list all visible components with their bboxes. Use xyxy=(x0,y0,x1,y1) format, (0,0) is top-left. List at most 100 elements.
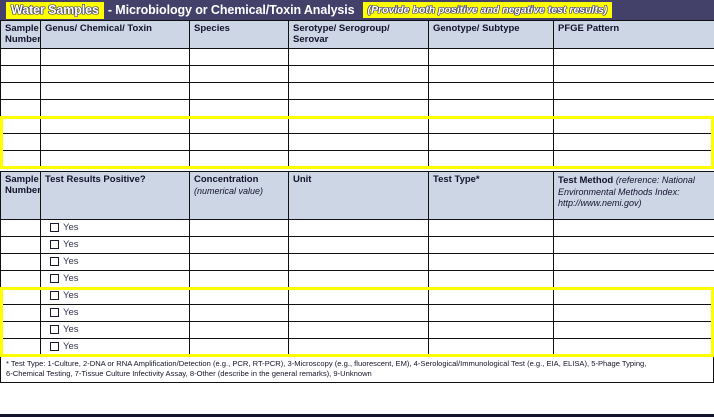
cell-test-type[interactable] xyxy=(428,338,554,356)
cell-pfge-pattern[interactable] xyxy=(553,65,714,83)
cell-sample-number[interactable] xyxy=(0,133,41,151)
cell-test-type[interactable] xyxy=(428,270,554,288)
cell-genus-chemical-toxin[interactable] xyxy=(40,82,190,100)
cell-serotype[interactable] xyxy=(288,116,429,134)
cell-sample-number[interactable] xyxy=(0,270,41,288)
cell-test-method[interactable] xyxy=(553,253,714,271)
cell-test-method[interactable] xyxy=(553,338,714,356)
cell-sample-number[interactable] xyxy=(0,253,41,271)
checkbox-icon[interactable] xyxy=(50,325,59,334)
cell-unit[interactable] xyxy=(288,321,429,339)
cell-genotype[interactable] xyxy=(428,116,554,134)
cell-sample-number[interactable] xyxy=(0,287,41,305)
cell-concentration[interactable] xyxy=(189,338,289,356)
cell-species[interactable] xyxy=(189,133,289,151)
cell-unit[interactable] xyxy=(288,304,429,322)
positive-checkbox-row[interactable]: Yes xyxy=(41,254,189,267)
checkbox-icon[interactable] xyxy=(50,274,59,283)
cell-pfge-pattern[interactable] xyxy=(553,150,714,168)
checkbox-icon[interactable] xyxy=(50,240,59,249)
cell-test-method[interactable] xyxy=(553,270,714,288)
cell-concentration[interactable] xyxy=(189,253,289,271)
cell-test-type[interactable] xyxy=(428,236,554,254)
cell-sample-number[interactable] xyxy=(0,116,41,134)
cell-test-method[interactable] xyxy=(553,287,714,305)
cell-concentration[interactable] xyxy=(189,219,289,237)
positive-checkbox-row[interactable]: Yes xyxy=(41,322,189,335)
cell-sample-number[interactable] xyxy=(0,236,41,254)
cell-genotype[interactable] xyxy=(428,133,554,151)
cell-species[interactable] xyxy=(189,116,289,134)
cell-species[interactable] xyxy=(189,99,289,117)
cell-genus-chemical-toxin[interactable] xyxy=(40,116,190,134)
cell-sample-number[interactable] xyxy=(0,65,41,83)
cell-test-method[interactable] xyxy=(553,236,714,254)
cell-test-type[interactable] xyxy=(428,253,554,271)
cell-unit[interactable] xyxy=(288,219,429,237)
cell-serotype[interactable] xyxy=(288,133,429,151)
cell-test-method[interactable] xyxy=(553,219,714,237)
cell-genus-chemical-toxin[interactable] xyxy=(40,133,190,151)
cell-serotype[interactable] xyxy=(288,48,429,66)
cell-species[interactable] xyxy=(189,150,289,168)
cell-genus-chemical-toxin[interactable] xyxy=(40,150,190,168)
cell-concentration[interactable] xyxy=(189,236,289,254)
cell-species[interactable] xyxy=(189,82,289,100)
cell-unit[interactable] xyxy=(288,236,429,254)
cell-pfge-pattern[interactable] xyxy=(553,133,714,151)
cell-sample-number[interactable] xyxy=(0,338,41,356)
cell-serotype[interactable] xyxy=(288,99,429,117)
checkbox-icon[interactable] xyxy=(50,342,59,351)
cell-sample-number[interactable] xyxy=(0,321,41,339)
cell-unit[interactable] xyxy=(288,253,429,271)
cell-genotype[interactable] xyxy=(428,48,554,66)
cell-concentration[interactable] xyxy=(189,287,289,305)
cell-pfge-pattern[interactable] xyxy=(553,99,714,117)
cell-genus-chemical-toxin[interactable] xyxy=(40,48,190,66)
table-row: Yes xyxy=(0,253,714,271)
cell-genotype[interactable] xyxy=(428,65,554,83)
positive-checkbox-row[interactable]: Yes xyxy=(41,305,189,318)
cell-test-method[interactable] xyxy=(553,304,714,322)
cell-sample-number[interactable] xyxy=(0,82,41,100)
cell-test-type[interactable] xyxy=(428,304,554,322)
positive-checkbox-row[interactable]: Yes xyxy=(41,339,189,352)
checkbox-icon[interactable] xyxy=(50,291,59,300)
cell-pfge-pattern[interactable] xyxy=(553,48,714,66)
cell-serotype[interactable] xyxy=(288,65,429,83)
cell-genus-chemical-toxin[interactable] xyxy=(40,65,190,83)
checkbox-icon[interactable] xyxy=(50,257,59,266)
cell-sample-number[interactable] xyxy=(0,150,41,168)
cell-genus-chemical-toxin[interactable] xyxy=(40,99,190,117)
cell-concentration[interactable] xyxy=(189,304,289,322)
cell-concentration[interactable] xyxy=(189,321,289,339)
cell-sample-number[interactable] xyxy=(0,219,41,237)
cell-species[interactable] xyxy=(189,48,289,66)
table-row: Yes xyxy=(0,321,714,339)
checkbox-icon[interactable] xyxy=(50,223,59,232)
cell-pfge-pattern[interactable] xyxy=(553,82,714,100)
cell-pfge-pattern[interactable] xyxy=(553,116,714,134)
cell-genotype[interactable] xyxy=(428,150,554,168)
positive-checkbox-row[interactable]: Yes xyxy=(41,237,189,250)
cell-test-type[interactable] xyxy=(428,219,554,237)
cell-unit[interactable] xyxy=(288,338,429,356)
cell-sample-number[interactable] xyxy=(0,48,41,66)
cell-sample-number[interactable] xyxy=(0,304,41,322)
cell-genotype[interactable] xyxy=(428,82,554,100)
cell-concentration[interactable] xyxy=(189,270,289,288)
cell-test-type[interactable] xyxy=(428,287,554,305)
cell-genotype[interactable] xyxy=(428,99,554,117)
positive-checkbox-row[interactable]: Yes xyxy=(41,220,189,233)
cell-unit[interactable] xyxy=(288,270,429,288)
cell-species[interactable] xyxy=(189,65,289,83)
cell-unit[interactable] xyxy=(288,287,429,305)
positive-checkbox-row[interactable]: Yes xyxy=(41,288,189,301)
cell-test-type[interactable] xyxy=(428,321,554,339)
checkbox-icon[interactable] xyxy=(50,308,59,317)
cell-sample-number[interactable] xyxy=(0,99,41,117)
cell-serotype[interactable] xyxy=(288,150,429,168)
cell-serotype[interactable] xyxy=(288,82,429,100)
positive-checkbox-row[interactable]: Yes xyxy=(41,271,189,284)
cell-test-method[interactable] xyxy=(553,321,714,339)
